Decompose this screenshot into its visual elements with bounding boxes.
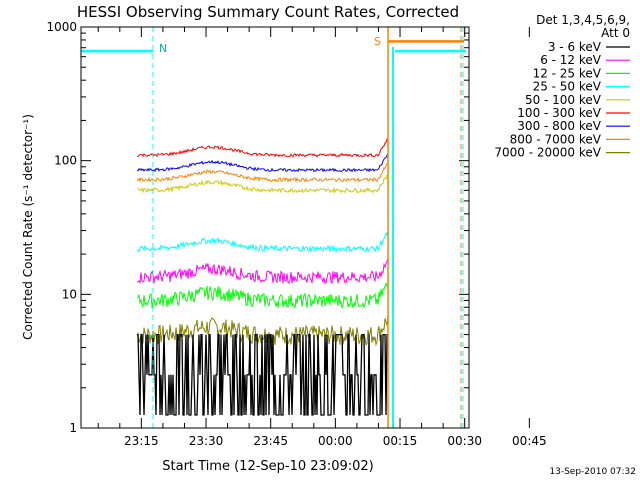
legend-entry-label: 300 - 800 keV: [517, 119, 601, 133]
legend-entry-label: 100 - 300 keV: [517, 106, 601, 120]
x-tick-label: 23:30: [189, 434, 224, 448]
legend-entry-label: 6 - 12 keV: [540, 53, 602, 67]
chart-title: HESSI Observing Summary Count Rates, Cor…: [77, 3, 459, 21]
x-tick-label: 23:15: [124, 434, 159, 448]
series-layer: [136, 138, 389, 416]
series-line: [137, 333, 388, 416]
series-line: [137, 162, 389, 183]
legend-entry-label: 12 - 25 keV: [533, 66, 602, 80]
series-line: [136, 138, 389, 158]
x-tick-label: 00:30: [447, 434, 482, 448]
legend-entry-label: 50 - 100 keV: [525, 93, 602, 107]
y-axis-label: Corrected Count Rate (s⁻¹ detector⁻¹): [21, 114, 35, 340]
legend-header-line-1: Det 1,3,4,5,6,9,: [536, 13, 630, 27]
x-tick-label: 00:00: [318, 434, 353, 448]
x-axis-label: Start Time (12-Sep-10 23:09:02): [162, 459, 373, 474]
y-axis: 1 10 100 1000: [46, 20, 469, 435]
flag-layer: NS: [81, 27, 466, 428]
plot-frame: [80, 26, 470, 429]
y-tick-label: 1000: [46, 20, 77, 34]
flag-n-label: N: [159, 42, 167, 55]
series-line: [137, 174, 389, 194]
x-axis: 23:15 23:30 23:45 00:00 00:15 00:30 00:45: [97, 27, 547, 448]
y-tick-label: 10: [62, 287, 77, 301]
y-tick-label: 100: [54, 154, 77, 168]
flag-s-label: S: [374, 35, 381, 48]
generation-timestamp: 13-Sep-2010 07:32: [549, 467, 636, 477]
legend-entry-label: 3 - 6 keV: [548, 40, 602, 54]
legend-entry-label: 7000 - 20000 keV: [494, 146, 601, 160]
x-tick-label: 23:45: [253, 434, 288, 448]
series-line: [137, 153, 389, 173]
y-tick-label: 1: [69, 421, 77, 435]
legend-header-line-2: Att 0: [601, 26, 630, 40]
series-line: [136, 257, 389, 285]
x-tick-label: 00:45: [512, 434, 547, 448]
series-line: [136, 230, 389, 253]
x-tick-label: 00:15: [383, 434, 418, 448]
series-line: [136, 282, 389, 309]
legend-entry-label: 800 - 7000 keV: [510, 132, 602, 146]
legend-entry-label: 25 - 50 keV: [533, 80, 602, 94]
